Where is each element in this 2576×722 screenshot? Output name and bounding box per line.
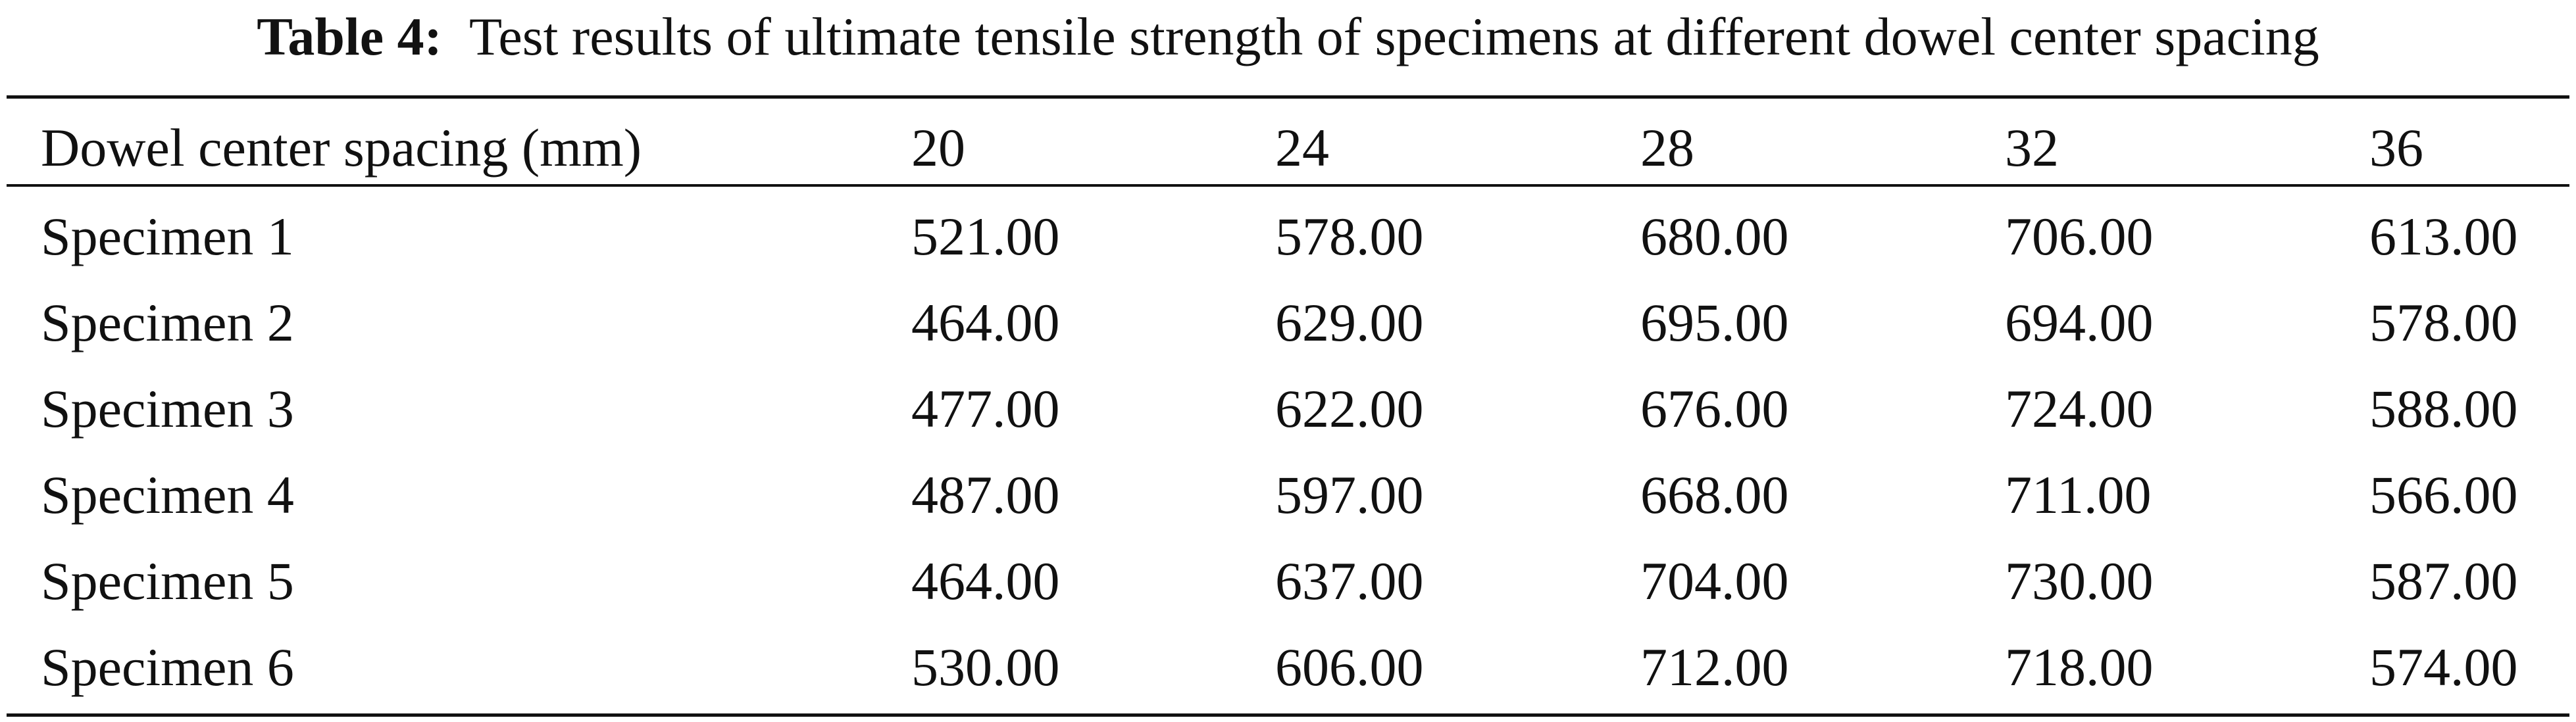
- table-row: Specimen 4 487.00 597.00 668.00 711.00 5…: [0, 459, 2576, 531]
- value-cell: 464.00: [911, 293, 1060, 352]
- header-cell-20: 20: [911, 118, 965, 178]
- value-cell: 477.00: [911, 379, 1060, 439]
- table-caption: Table 4: Test results of ultimate tensil…: [0, 4, 2576, 70]
- row-label-cell: Specimen 1: [41, 206, 294, 266]
- table-bottom-rule: [7, 713, 2569, 717]
- value-cell: 578.00: [2369, 293, 2518, 352]
- value-cell: 676.00: [1640, 379, 1789, 439]
- value-cell: 597.00: [1275, 465, 1424, 525]
- row-label-cell: Specimen 5: [41, 551, 294, 611]
- header-cell-spacing-label: Dowel center spacing (mm): [41, 118, 642, 178]
- value-cell: 730.00: [2005, 551, 2154, 611]
- value-cell: 694.00: [2005, 293, 2154, 352]
- value-cell: 521.00: [911, 206, 1060, 266]
- header-cell-36: 36: [2369, 118, 2423, 178]
- value-cell: 724.00: [2005, 379, 2154, 439]
- row-label-cell: Specimen 2: [41, 293, 294, 352]
- value-cell: 637.00: [1275, 551, 1424, 611]
- value-cell: 578.00: [1275, 206, 1424, 266]
- table-row: Specimen 2 464.00 629.00 695.00 694.00 5…: [0, 287, 2576, 359]
- value-cell: 629.00: [1275, 293, 1424, 352]
- value-cell: 622.00: [1275, 379, 1424, 439]
- value-cell: 712.00: [1640, 637, 1789, 697]
- value-cell: 706.00: [2005, 206, 2154, 266]
- value-cell: 680.00: [1640, 206, 1789, 266]
- value-cell: 668.00: [1640, 465, 1789, 525]
- header-cell-24: 24: [1275, 118, 1329, 178]
- value-cell: 464.00: [911, 551, 1060, 611]
- value-cell: 587.00: [2369, 551, 2518, 611]
- table-row: Specimen 5 464.00 637.00 704.00 730.00 5…: [0, 545, 2576, 617]
- row-label-cell: Specimen 4: [41, 465, 294, 525]
- table-header-rule: [7, 184, 2569, 187]
- row-label-cell: Specimen 3: [41, 379, 294, 439]
- row-label-cell: Specimen 6: [41, 637, 294, 697]
- table-row: Specimen 1 521.00 578.00 680.00 706.00 6…: [0, 201, 2576, 273]
- table-top-rule: [7, 95, 2569, 99]
- value-cell: 704.00: [1640, 551, 1789, 611]
- value-cell: 566.00: [2369, 465, 2518, 525]
- table-row: Specimen 3 477.00 622.00 676.00 724.00 5…: [0, 373, 2576, 445]
- table-caption-text: Test results of ultimate tensile strengt…: [468, 7, 2319, 66]
- value-cell: 718.00: [2005, 637, 2154, 697]
- value-cell: 487.00: [911, 465, 1060, 525]
- value-cell: 695.00: [1640, 293, 1789, 352]
- value-cell: 613.00: [2369, 206, 2518, 266]
- value-cell: 606.00: [1275, 637, 1424, 697]
- header-cell-32: 32: [2005, 118, 2059, 178]
- value-cell: 588.00: [2369, 379, 2518, 439]
- table-header-row: Dowel center spacing (mm) 20 24 28 32 36: [0, 112, 2576, 184]
- table-row: Specimen 6 530.00 606.00 712.00 718.00 5…: [0, 631, 2576, 704]
- value-cell: 711.00: [2005, 465, 2152, 525]
- value-cell: 530.00: [911, 637, 1060, 697]
- header-cell-28: 28: [1640, 118, 1694, 178]
- value-cell: 574.00: [2369, 637, 2518, 697]
- table-caption-label: Table 4:: [257, 7, 442, 66]
